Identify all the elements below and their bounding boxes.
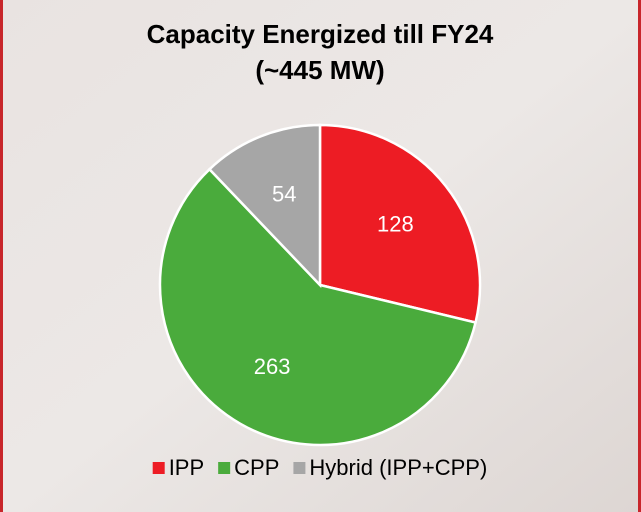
pie-slice [158,167,478,447]
legend-label: Hybrid (IPP+CPP) [309,455,487,480]
legend: IPP CPP Hybrid (IPP+CPP) [152,455,487,480]
legend-item: Hybrid (IPP+CPP) [293,455,487,480]
data-label: 263 [254,354,291,379]
legend-swatch [293,462,306,474]
border-left [0,0,3,512]
data-label: 54 [272,182,296,207]
border-right [638,0,641,512]
legend-label: CPP [234,455,279,480]
chart-title: Capacity Energized till FY24 [147,19,494,49]
pie-slice [318,123,482,324]
data-label: 128 [377,211,414,236]
chart-subtitle: (~445 MW) [255,55,384,85]
pie-slice [207,123,322,289]
legend-swatch [218,462,231,474]
legend-item: IPP [152,455,204,480]
legend-label: IPP [169,455,204,480]
legend-swatch [152,462,165,474]
pie: 128 263 54 [158,123,482,447]
legend-item: CPP [218,455,279,480]
